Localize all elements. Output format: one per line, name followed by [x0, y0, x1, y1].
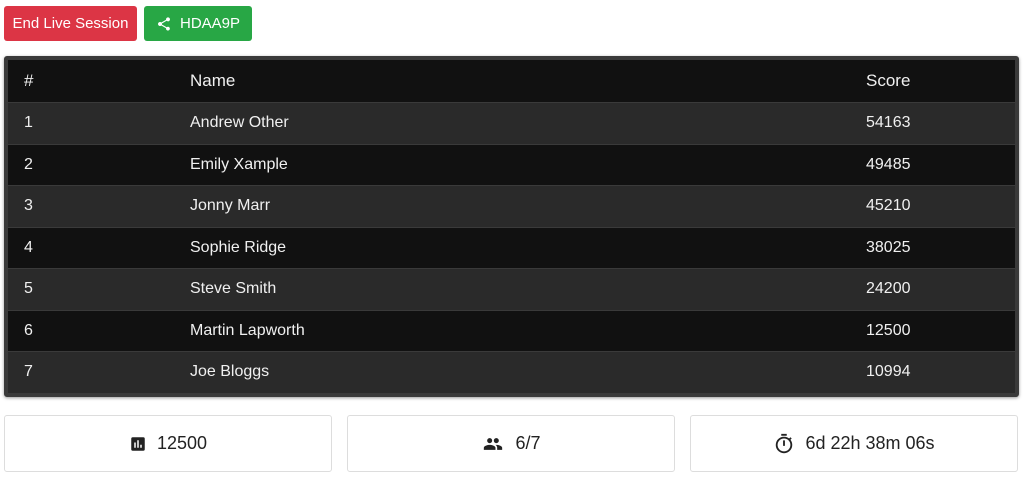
table-row: 1 Andrew Other 54163 — [8, 102, 1015, 144]
score-cell: 54163 — [866, 114, 911, 132]
table-row: 6 Martin Lapworth 12500 — [8, 309, 1015, 351]
score-value: 12500 — [156, 433, 208, 453]
players-stat-card: 6/7 — [347, 415, 675, 472]
end-live-session-button[interactable]: End Live Session — [4, 6, 137, 41]
name-cell: Emily Xample — [190, 155, 288, 173]
rank-cell: 6 — [24, 321, 33, 339]
players-value: 6/7 — [515, 433, 541, 453]
name-cell: Andrew Other — [190, 114, 289, 132]
stopwatch-icon — [776, 433, 793, 453]
bar-chart-icon — [131, 436, 145, 451]
score-cell: 49485 — [866, 155, 911, 173]
header-name: Name — [190, 71, 236, 90]
table-header: # Name Score — [8, 60, 1015, 102]
header-rank: # — [24, 71, 34, 90]
time-stat-card: 6d 22h 38m 06s — [690, 415, 1018, 472]
rank-cell: 1 — [24, 114, 33, 132]
score-cell: 24200 — [866, 280, 911, 298]
score-stat-card: 12500 — [4, 415, 332, 472]
table-row: 3 Jonny Marr 45210 — [8, 185, 1015, 227]
name-cell: Steve Smith — [190, 280, 277, 298]
share-session-button[interactable]: HDAA9P — [144, 6, 252, 41]
session-code: HDAA9P — [179, 15, 241, 32]
name-cell: Jonny Marr — [190, 197, 271, 215]
name-cell: Martin Lapworth — [190, 321, 305, 339]
score-cell: 12500 — [866, 321, 911, 339]
table-row: 2 Emily Xample 49485 — [8, 143, 1015, 185]
rank-cell: 5 — [24, 280, 33, 298]
name-cell: Joe Bloggs — [190, 363, 270, 381]
score-cell: 45210 — [866, 197, 911, 215]
leaderboard-table: # Name Score 1 Andrew Other 54163 2 Emily Xa… — [4, 56, 1019, 397]
rank-cell: 2 — [24, 155, 33, 173]
rank-cell: 7 — [24, 363, 33, 381]
rank-cell: 4 — [24, 238, 33, 256]
score-cell: 10994 — [866, 363, 911, 381]
share-icon — [157, 16, 170, 31]
header-score: Score — [866, 71, 911, 90]
table-row: 4 Sophie Ridge 38025 — [8, 226, 1015, 268]
name-cell: Sophie Ridge — [190, 238, 287, 256]
time-value: 6d 22h 38m 06s — [805, 433, 935, 453]
end-label: End Live Session — [12, 15, 129, 32]
score-cell: 38025 — [866, 238, 911, 256]
table-row: 5 Steve Smith 24200 — [8, 268, 1015, 310]
table-row: 7 Joe Bloggs 10994 — [8, 351, 1015, 393]
people-icon — [484, 437, 503, 450]
rank-cell: 3 — [24, 197, 33, 215]
